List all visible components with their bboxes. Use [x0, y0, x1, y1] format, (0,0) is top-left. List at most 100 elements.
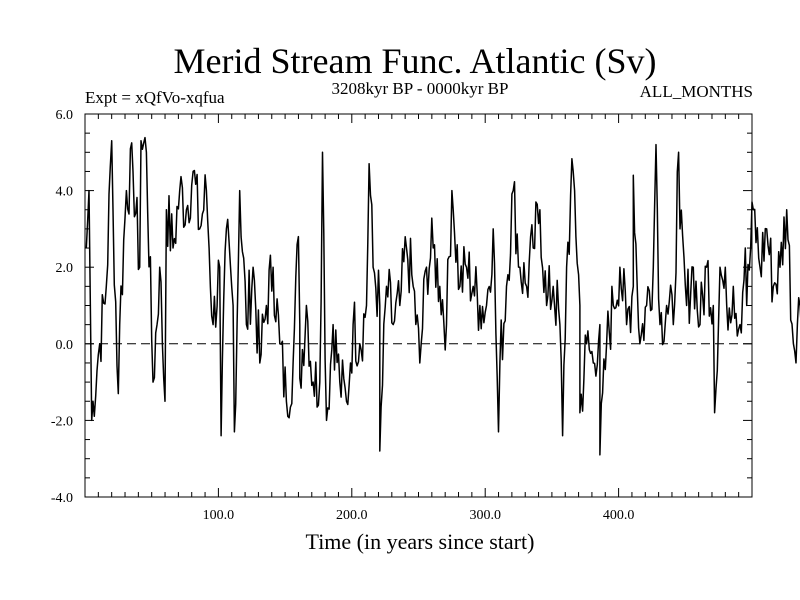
data-point — [626, 324, 627, 325]
data-point — [599, 324, 600, 325]
data-point — [92, 401, 93, 402]
data-point — [566, 267, 567, 268]
data-point — [773, 286, 774, 287]
data-point — [593, 362, 594, 363]
data-point — [753, 209, 754, 210]
data-point — [498, 431, 499, 432]
data-point — [453, 209, 454, 210]
data-point — [106, 286, 107, 287]
data-point — [433, 247, 434, 248]
y-tick-label: -4.0 — [51, 491, 73, 506]
data-point — [393, 324, 394, 325]
data-point — [359, 343, 360, 344]
data-point — [426, 267, 427, 268]
data-point — [226, 228, 227, 229]
data-point — [513, 190, 514, 191]
data-point — [446, 324, 447, 325]
x-axis-label: Time (in years since start) — [305, 529, 535, 554]
data-point — [91, 420, 92, 421]
data-point — [639, 343, 640, 344]
data-point — [299, 378, 300, 379]
period-label: 3208kyr BP - 0000kyr BP — [331, 79, 509, 98]
data-point — [766, 228, 767, 229]
data-point — [706, 267, 707, 268]
data-point — [451, 190, 452, 191]
data-point — [533, 247, 534, 248]
data-point — [172, 247, 173, 248]
data-point — [119, 324, 120, 325]
data-point — [655, 144, 656, 145]
data-point — [186, 209, 187, 210]
data-point — [219, 267, 220, 268]
data-point — [99, 343, 100, 344]
data-point — [233, 305, 234, 306]
data-point — [693, 267, 694, 268]
data-point — [326, 420, 327, 421]
data-point — [139, 267, 140, 268]
data-point — [152, 382, 153, 383]
data-point — [306, 305, 307, 306]
data-point — [386, 286, 387, 287]
data-point — [779, 267, 780, 268]
data-point — [739, 324, 740, 325]
data-point — [266, 305, 267, 306]
data-point — [373, 267, 374, 268]
data-point — [146, 152, 147, 153]
data-point — [246, 324, 247, 325]
data-point — [259, 362, 260, 363]
data-point — [713, 305, 714, 306]
months-label: ALL_MONTHS — [639, 82, 753, 101]
data-point — [112, 209, 113, 210]
data-point — [679, 228, 680, 229]
data-point — [193, 171, 194, 172]
y-tick-label: 4.0 — [56, 185, 74, 200]
data-point — [786, 209, 787, 210]
data-point — [673, 324, 674, 325]
data-point — [653, 267, 654, 268]
data-point — [499, 362, 500, 363]
y-tick-label: 6.0 — [56, 108, 74, 123]
data-point — [350, 362, 351, 363]
data-point — [573, 171, 574, 172]
data-point — [413, 286, 414, 287]
data-point — [88, 190, 89, 191]
data-point — [399, 305, 400, 306]
data-point — [234, 431, 235, 432]
data-point — [126, 190, 127, 191]
data-point — [546, 305, 547, 306]
data-point — [599, 454, 600, 455]
data-point — [319, 382, 320, 383]
data-point — [221, 435, 222, 436]
data-point — [666, 305, 667, 306]
y-tick-label: 0.0 — [56, 338, 74, 353]
data-point — [759, 267, 760, 268]
data-point — [519, 267, 520, 268]
y-tick-label: 2.0 — [56, 261, 74, 276]
data-point — [333, 324, 334, 325]
data-point — [746, 305, 747, 306]
data-point — [111, 140, 112, 141]
data-point — [493, 228, 494, 229]
data-point — [606, 343, 607, 344]
data-point — [714, 412, 715, 413]
data-point — [586, 343, 587, 344]
data-point — [293, 362, 294, 363]
experiment-label: Expt = xQfVo-xqfua — [85, 88, 225, 107]
data-point — [132, 171, 133, 172]
data-point — [279, 343, 280, 344]
data-point — [164, 401, 165, 402]
data-point — [118, 393, 119, 394]
x-tick-label: 100.0 — [203, 508, 235, 523]
data-point — [479, 305, 480, 306]
data-point — [562, 435, 563, 436]
data-point — [659, 324, 660, 325]
data-point — [579, 412, 580, 413]
y-tick-label: -2.0 — [51, 414, 73, 429]
x-tick-label: 200.0 — [336, 508, 368, 523]
data-point — [253, 267, 254, 268]
data-point — [646, 305, 647, 306]
data-point — [686, 305, 687, 306]
x-tick-label: 300.0 — [469, 508, 501, 523]
data-point — [339, 382, 340, 383]
